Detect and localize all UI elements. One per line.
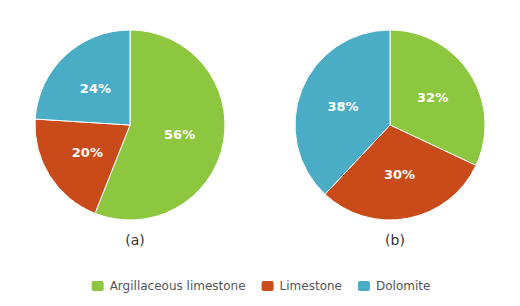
svg-text:24%: 24% [80, 81, 111, 96]
svg-text:56%: 56% [164, 127, 195, 142]
svg-text:(b): (b) [385, 232, 405, 248]
svg-text:Limestone: Limestone [280, 279, 342, 293]
svg-text:38%: 38% [327, 99, 358, 114]
svg-text:(a): (a) [125, 232, 145, 248]
svg-text:Dolomite: Dolomite [376, 279, 430, 293]
svg-text:20%: 20% [72, 145, 103, 160]
svg-text:32%: 32% [417, 90, 448, 105]
svg-text:Argillaceous limestone: Argillaceous limestone [110, 279, 246, 293]
svg-text:30%: 30% [384, 167, 415, 182]
